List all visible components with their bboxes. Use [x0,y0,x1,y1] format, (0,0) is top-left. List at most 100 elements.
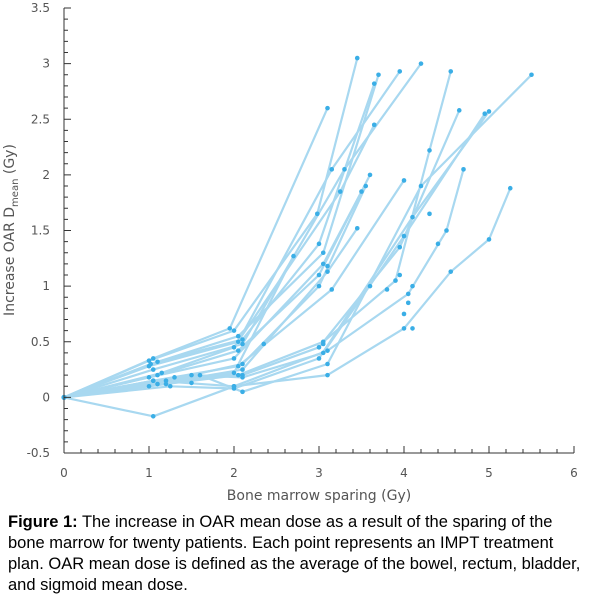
data-point [235,372,241,378]
x-axis-title: Bone marrow sparing (Gy) [227,488,411,504]
data-point [261,341,267,347]
data-point [163,378,169,383]
series-line-20 [62,187,512,418]
data-point [155,359,160,365]
data-point [320,341,326,347]
data-point [448,269,454,274]
data-point [401,326,407,331]
data-point [320,261,326,267]
data-point [401,233,407,239]
x-tick-label: 6 [570,466,578,480]
data-point [486,109,492,114]
data-point [240,375,245,380]
data-point [155,372,160,378]
y-tick-label: 0.5 [31,335,50,349]
data-point [235,363,241,369]
x-tick-label: 1 [145,466,153,480]
data-point [325,361,330,367]
x-tick-label: 0 [60,466,68,480]
data-point [444,228,449,233]
ticks: -0.5 0 0.5 1 1.5 2 2.5 3 3.5 0 1 2 3 4 5 6 [27,1,578,480]
series-line-15 [62,109,461,399]
series-line-18 [62,73,533,399]
data-point [371,81,377,86]
data-point [235,333,241,339]
data-point [397,244,403,250]
data-point [325,348,330,353]
data-point [227,326,233,331]
data-point [316,272,322,278]
data-point [167,383,173,389]
data-point [325,263,330,269]
data-point [146,383,152,389]
data-point [367,283,373,289]
data-point [235,348,241,353]
figure-caption: Figure 1: The increase in OAR mean dose … [8,512,593,596]
data-point [342,167,347,172]
data-point [384,287,390,292]
data-point [329,287,335,292]
data-point [235,339,241,345]
data-point [155,381,160,387]
data-point [482,111,488,116]
data-point [401,311,407,317]
data-point [410,283,415,289]
x-tick-label: 4 [400,466,408,480]
data-point [315,211,320,217]
y-tick-label: 1.5 [31,224,50,238]
data-point [325,105,330,111]
data-point [435,241,441,247]
data-point [325,269,330,274]
series-lines [62,56,533,418]
data-point [231,356,237,361]
data-point [231,328,237,333]
data-point [291,253,296,259]
data-point [371,122,377,128]
data-point [405,291,411,297]
y-tick-label: 3.5 [31,1,50,15]
data-point [363,183,369,189]
data-point [231,345,237,350]
x-tick-label: 2 [230,466,238,480]
caption-label: Figure 1: [8,513,78,531]
data-point [337,189,343,194]
data-point [316,345,322,350]
data-point [316,356,322,361]
data-point [427,148,432,153]
data-point [316,283,322,289]
data-point [150,413,156,419]
data-point [172,375,177,380]
data-point [354,55,360,61]
data-point [507,185,513,191]
data-point [231,383,237,389]
series-line-17 [62,110,491,399]
data-point [393,278,398,283]
data-point [189,380,194,386]
data-point [316,241,322,247]
data-point [231,370,237,376]
data-point [240,389,245,395]
y-tick-label: 2 [42,168,50,182]
data-points [61,55,534,419]
data-point [456,108,462,113]
data-point [146,375,152,380]
y-tick-label: -0.5 [27,446,50,460]
data-point [150,367,156,372]
data-point [376,72,381,78]
x-tick-label: 5 [485,466,493,480]
y-axis-title-main: Increase OAR D [2,207,18,316]
data-point [354,225,360,231]
series-line-16 [62,112,486,399]
y-tick-label: 3 [42,57,50,71]
data-point [329,167,335,172]
data-point [240,361,245,367]
data-point [240,341,245,347]
bone-marrow-chart: -0.5 0 0.5 1 1.5 2 2.5 3 3.5 0 1 2 3 4 5 6 Bone marrow … [2,1,578,504]
data-point [150,378,156,383]
y-axis-title-unit: (Gy) [2,144,18,179]
data-point [325,372,330,378]
data-point [159,370,165,376]
data-point [320,250,326,256]
data-point [163,381,169,387]
caption-text: The increase in OAR mean dose as a resul… [8,513,581,594]
